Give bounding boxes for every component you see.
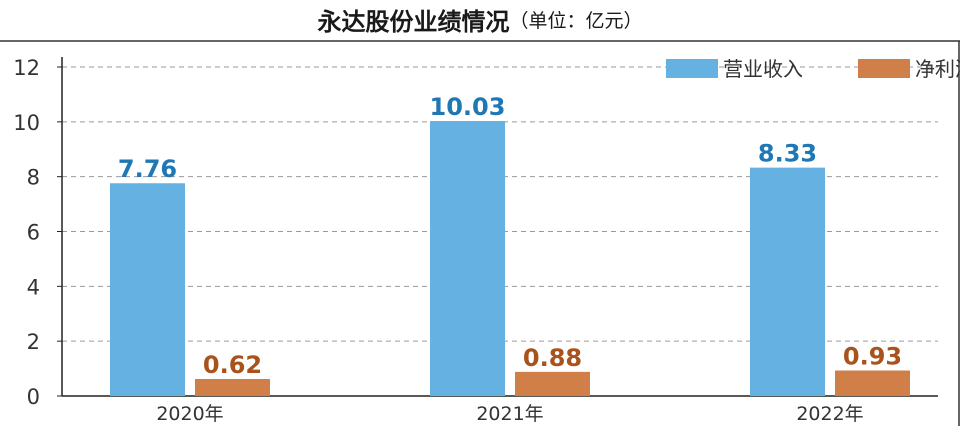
y-tick-label: 4 <box>27 275 40 299</box>
y-tick-label: 0 <box>27 385 40 409</box>
chart-subtitle: （单位：亿元） <box>509 10 643 32</box>
data-label: 0.88 <box>523 344 582 372</box>
bar-profit <box>195 379 270 396</box>
y-tick-label: 2 <box>27 330 40 354</box>
bar-revenue <box>750 167 825 396</box>
bar-revenue <box>110 183 185 396</box>
data-label: 7.76 <box>118 155 177 183</box>
bar-profit <box>515 371 590 396</box>
x-tick-label: 2021年 <box>476 403 543 425</box>
data-label: 0.62 <box>203 351 262 379</box>
legend-swatch <box>858 59 910 78</box>
data-label: 10.03 <box>430 93 506 121</box>
chart-frame: 0 2 4 6 8 10 12 7.76 0.62 2020年 10.03 0.88 2021年 8.33… <box>0 40 960 426</box>
x-tick-label: 2020年 <box>156 403 223 425</box>
y-tick-label: 8 <box>27 166 40 190</box>
x-tick-label: 2022年 <box>796 403 863 425</box>
y-tick-label: 10 <box>13 111 40 135</box>
data-label: 0.93 <box>843 343 902 371</box>
y-tick-label: 6 <box>27 221 40 245</box>
y-tick-label: 12 <box>13 56 40 80</box>
bar-profit <box>835 370 910 396</box>
chart-title-row: 永达股份业绩情况（单位：亿元） <box>0 2 960 36</box>
chart-title: 永达股份业绩情况 <box>317 8 510 36</box>
bar-revenue <box>430 121 505 396</box>
legend-swatch <box>666 59 718 78</box>
legend-label: 净利润 <box>915 57 960 81</box>
bar-chart: 0 2 4 6 8 10 12 7.76 0.62 2020年 10.03 0.88 2021年 8.33… <box>0 40 960 426</box>
legend-label: 营业收入 <box>723 57 803 81</box>
data-label: 8.33 <box>758 140 817 168</box>
